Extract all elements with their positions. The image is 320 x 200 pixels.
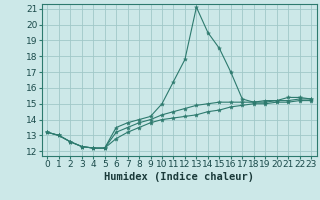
X-axis label: Humidex (Indice chaleur): Humidex (Indice chaleur) xyxy=(104,172,254,182)
